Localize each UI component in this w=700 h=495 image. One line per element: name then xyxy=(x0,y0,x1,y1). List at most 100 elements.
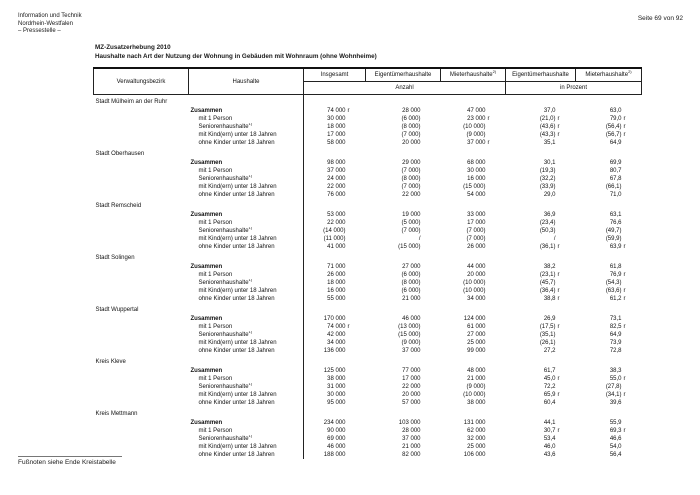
spacer-cell xyxy=(94,227,189,235)
cell-value: 79,0 r xyxy=(576,115,642,123)
cell-value: (7 000) xyxy=(441,235,506,243)
org-line-1: Information und Technik xyxy=(18,13,82,19)
spacer-cell xyxy=(94,115,189,123)
footnote-marker-1: 1) xyxy=(248,435,253,438)
district-spacer xyxy=(303,407,642,419)
row-label-text: mit 1 Person xyxy=(198,324,233,330)
cell-value: 38,8 r xyxy=(506,295,576,303)
cell-number: (5 000) xyxy=(401,220,421,226)
cell-value: 22 000 xyxy=(366,191,441,199)
cell-value: (6 000) xyxy=(366,287,441,295)
spacer-cell xyxy=(94,183,189,191)
cell-value: 82 000 xyxy=(366,451,441,459)
cell-number: (33,9) xyxy=(539,184,556,190)
row-label: ohne Kinder unter 18 Jahren xyxy=(189,191,304,199)
cell-number: 37 000 xyxy=(402,348,421,354)
cell-flag: r xyxy=(557,124,560,130)
cell-value: (36,4) r xyxy=(506,287,576,295)
row-label-text: mit 1 Person xyxy=(198,272,233,278)
data-table: Verwaltungsbezirk Haushalte Insgesamt Ei… xyxy=(93,67,642,459)
cell-number: 69,9 xyxy=(609,160,622,166)
cell-number: (7 000) xyxy=(401,228,421,234)
cell-value: (10 000) xyxy=(441,123,506,131)
spacer-cell xyxy=(94,235,189,243)
row-label: Zusammen xyxy=(189,315,304,323)
cell-value: 24 000 xyxy=(303,175,366,183)
spacer-cell xyxy=(94,279,189,287)
cell-number: 41 000 xyxy=(327,244,346,250)
cell-value: 136 000 xyxy=(303,347,366,355)
org-line-3: – Pressestelle – xyxy=(18,28,61,34)
row-label-text: mit 1 Person xyxy=(198,220,233,226)
cell-value: 23 000 r xyxy=(441,115,506,123)
cell-value: 47 000 xyxy=(441,107,506,115)
spacer-cell xyxy=(94,367,189,375)
cell-flag: r xyxy=(557,392,560,398)
cell-number: 45,0 xyxy=(543,376,556,382)
spacer-cell xyxy=(94,139,189,147)
table-row: Seniorenhaushalte1) 31 000 22 000 (9 000) 72… xyxy=(94,383,642,391)
cell-number: 61 000 xyxy=(467,324,486,330)
row-label-text: Seniorenhaushalte xyxy=(198,332,249,338)
table-row: Zusammen 170 000 46 000 124 000 26,9 73,1 xyxy=(94,315,642,323)
footnote-marker-1: 1) xyxy=(248,123,253,126)
cell-number: 19 000 xyxy=(402,212,421,218)
cell-value: 30 000 xyxy=(441,167,506,175)
table-row: Zusammen 53 000 19 000 33 000 36,9 63,1 xyxy=(94,211,642,219)
table-row: mit 1 Person 37 000 (7 000) 30 000 (19,3) 80,… xyxy=(94,167,642,175)
cell-value: (15 000) xyxy=(441,183,506,191)
cell-value: 170 000 xyxy=(303,315,366,323)
cell-flag: r xyxy=(557,376,560,382)
cell-number: 95 000 xyxy=(327,400,346,406)
cell-number: 82,5 xyxy=(609,324,622,330)
cell-value: 46,6 xyxy=(576,435,642,443)
cell-number: 42 000 xyxy=(327,332,346,338)
cell-number: (10 000) xyxy=(463,288,486,294)
row-label-text: ohne Kinder unter 18 Jahren xyxy=(198,348,275,354)
cell-value: 55,9 xyxy=(576,419,642,427)
cell-number: 30,7 xyxy=(543,428,556,434)
cell-value: (50,3) xyxy=(506,227,576,235)
cell-number: 57 000 xyxy=(402,400,421,406)
row-label-text: ohne Kinder unter 18 Jahren xyxy=(198,140,275,146)
cell-number: 69 000 xyxy=(327,436,346,442)
cell-number: / xyxy=(418,236,421,242)
table-row: mit Kind(ern) unter 18 Jahren (11 000) / (7… xyxy=(94,235,642,243)
row-label: ohne Kinder unter 18 Jahren xyxy=(189,451,304,459)
cell-flag: r xyxy=(557,244,560,250)
cell-number: 63,9 xyxy=(609,244,622,250)
row-label: Zusammen xyxy=(189,211,304,219)
cell-value: 124 000 xyxy=(441,315,506,323)
cell-value: 37 000 r xyxy=(441,139,506,147)
row-label: Zusammen xyxy=(189,159,304,167)
cell-value: 53 000 xyxy=(303,211,366,219)
cell-number: (35,1) xyxy=(539,332,556,338)
cell-number: (8 000) xyxy=(401,176,421,182)
cell-number: 61,8 xyxy=(609,264,622,270)
cell-number: 37,0 xyxy=(543,108,556,114)
cell-value: (63,6) r xyxy=(576,287,642,295)
cell-value: (9 000) xyxy=(366,339,441,347)
row-label: mit Kind(ern) unter 18 Jahren xyxy=(189,131,304,139)
cell-value: 27 000 xyxy=(366,263,441,271)
table-row: Seniorenhaushalte1) 18 000 (8 000) (10 000)… xyxy=(94,279,642,287)
cell-value: (35,1) xyxy=(506,331,576,339)
cell-number: (9 000) xyxy=(466,132,486,138)
cell-value: 22 000 xyxy=(366,383,441,391)
cell-value: 17 000 xyxy=(303,131,366,139)
cell-value: / xyxy=(506,235,576,243)
cell-flag: r xyxy=(623,124,626,130)
cell-number: (8 000) xyxy=(401,280,421,286)
row-label-text: Zusammen xyxy=(190,160,223,166)
cell-value: 99 000 xyxy=(441,347,506,355)
cell-value: 55,0 r xyxy=(576,375,642,383)
cell-number: (6 000) xyxy=(401,272,421,278)
cell-number: 25 000 xyxy=(467,444,486,450)
row-label: mit 1 Person xyxy=(189,375,304,383)
cell-value: 26 000 xyxy=(441,243,506,251)
cell-number: 54 000 xyxy=(467,192,486,198)
cell-value: (7 000) xyxy=(441,227,506,235)
cell-number: 125 000 xyxy=(323,368,346,374)
footnote-marker-1: 1) xyxy=(248,279,253,282)
cell-number: 56,4 xyxy=(609,452,622,458)
